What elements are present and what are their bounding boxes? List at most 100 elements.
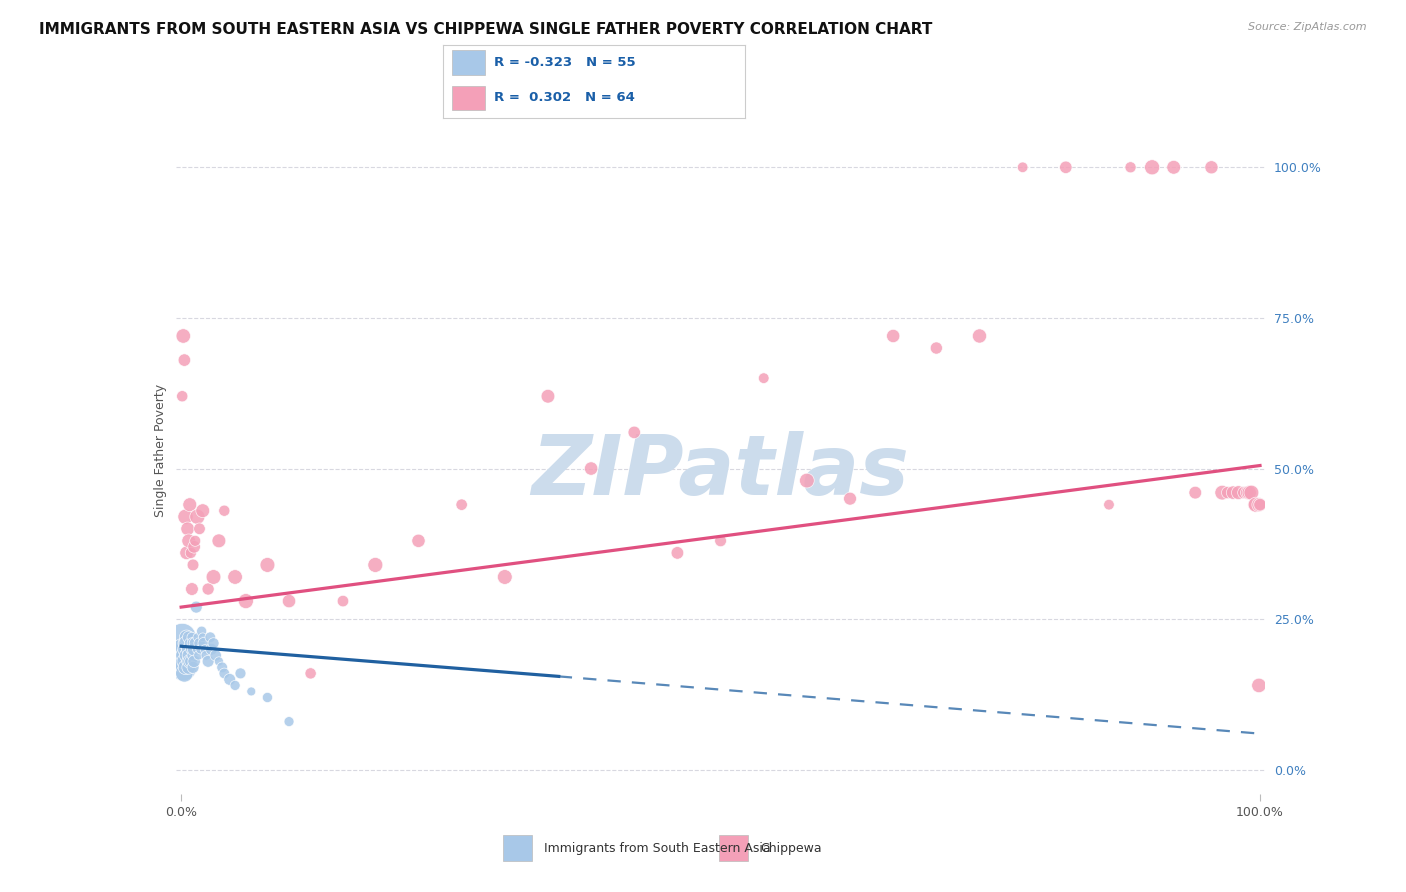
Point — [179, 636, 201, 650]
Point — [176, 546, 198, 560]
Point — [191, 504, 214, 518]
Point — [190, 624, 212, 639]
Text: R = -0.323   N = 55: R = -0.323 N = 55 — [495, 56, 636, 70]
Point — [181, 630, 204, 644]
Point — [218, 673, 240, 687]
Point — [184, 533, 207, 548]
Point — [494, 570, 516, 584]
Point — [1233, 485, 1256, 500]
Point — [208, 654, 231, 668]
Y-axis label: Single Father Poverty: Single Father Poverty — [155, 384, 167, 517]
Point — [186, 630, 208, 644]
Point — [176, 642, 198, 657]
Point — [186, 509, 208, 524]
Point — [1247, 498, 1270, 512]
Point — [180, 546, 202, 560]
Text: ZIPatlas: ZIPatlas — [531, 431, 910, 512]
Point — [1249, 498, 1271, 512]
Point — [278, 594, 301, 608]
Point — [197, 654, 219, 668]
Point — [176, 648, 198, 663]
Point — [194, 642, 217, 657]
Point — [1201, 161, 1223, 175]
Text: R =  0.302   N = 64: R = 0.302 N = 64 — [495, 92, 636, 104]
Point — [752, 371, 775, 385]
Point — [174, 509, 197, 524]
Point — [1222, 485, 1244, 500]
Point — [188, 636, 211, 650]
Point — [1240, 485, 1263, 500]
Point — [180, 642, 202, 657]
Point — [1011, 161, 1033, 175]
Point — [180, 654, 202, 668]
Point — [173, 666, 195, 681]
Point — [1119, 161, 1142, 175]
Point — [176, 654, 198, 668]
Point — [623, 425, 645, 440]
Text: IMMIGRANTS FROM SOUTH EASTERN ASIA VS CHIPPEWA SINGLE FATHER POVERTY CORRELATION: IMMIGRANTS FROM SOUTH EASTERN ASIA VS CH… — [39, 22, 932, 37]
Point — [190, 642, 212, 657]
Point — [197, 582, 219, 596]
Point — [796, 474, 818, 488]
Point — [200, 630, 222, 644]
Point — [188, 522, 211, 536]
Point — [579, 461, 602, 475]
Point — [1243, 498, 1265, 512]
Bar — [503, 835, 531, 862]
Point — [181, 660, 204, 674]
Point — [177, 630, 200, 644]
Point — [176, 522, 198, 536]
Point — [214, 666, 236, 681]
Text: Chippewa: Chippewa — [761, 842, 821, 855]
Point — [200, 642, 222, 657]
Point — [1054, 161, 1077, 175]
Point — [174, 660, 197, 674]
Point — [181, 636, 204, 650]
Point — [202, 570, 225, 584]
Point — [256, 690, 278, 705]
Point — [839, 491, 862, 506]
Point — [1249, 498, 1271, 512]
Point — [186, 600, 208, 615]
Text: Immigrants from South Eastern Asia: Immigrants from South Eastern Asia — [544, 842, 770, 855]
Point — [174, 642, 197, 657]
Point — [224, 678, 246, 692]
Point — [1244, 498, 1267, 512]
Text: Source: ZipAtlas.com: Source: ZipAtlas.com — [1249, 22, 1367, 32]
Point — [1216, 485, 1239, 500]
Point — [1163, 161, 1185, 175]
Point — [177, 648, 200, 663]
Point — [172, 329, 194, 343]
Point — [450, 498, 472, 512]
Point — [278, 714, 301, 729]
Point — [191, 630, 214, 644]
Point — [181, 558, 204, 572]
Point — [173, 648, 195, 663]
Point — [183, 642, 205, 657]
Point — [184, 636, 207, 650]
Point — [177, 660, 200, 674]
Point — [186, 642, 208, 657]
Point — [1236, 485, 1258, 500]
Point — [537, 389, 560, 403]
Point — [176, 636, 198, 650]
Point — [172, 654, 194, 668]
Point — [177, 533, 200, 548]
Point — [1227, 485, 1250, 500]
Point — [172, 660, 194, 674]
Point — [240, 684, 263, 698]
Point — [224, 570, 246, 584]
Point — [229, 666, 252, 681]
Point — [193, 636, 215, 650]
Point — [183, 540, 205, 554]
Point — [882, 329, 904, 343]
Point — [299, 666, 322, 681]
Point — [1140, 161, 1163, 175]
Point — [1247, 678, 1270, 692]
Point — [332, 594, 354, 608]
Point — [173, 636, 195, 650]
Point — [202, 636, 225, 650]
Point — [187, 648, 209, 663]
Point — [925, 341, 948, 355]
Point — [181, 582, 204, 596]
